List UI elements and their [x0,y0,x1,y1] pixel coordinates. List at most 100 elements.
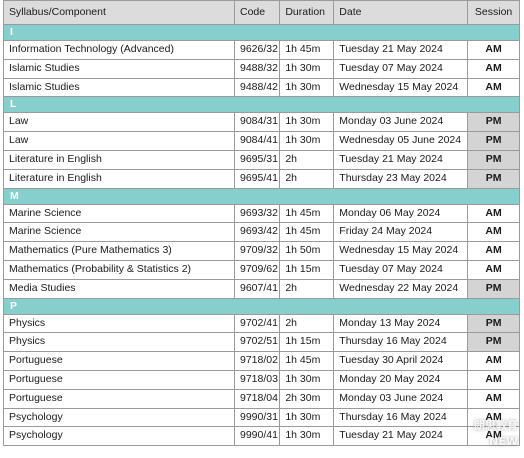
header-session: Session [467,0,520,25]
cell-code: 9718/03 [233,369,281,390]
cell-syllabus: Portuguese [3,388,235,409]
group-letter: L [3,96,520,114]
header-code: Code [233,0,281,25]
cell-duration: 1h 30m [279,112,335,133]
cell-session: PM [467,332,520,353]
table-row: Literature in English 9695/31 2h Tuesday 21… [3,149,520,170]
table-row: Physics 9702/51 1h 15m Thursday 16 May 2024… [3,332,520,353]
table-row: Mathematics (Pure Mathematics 3) 9709/32 1… [3,241,520,261]
cell-syllabus: Psychology [3,407,235,428]
cell-syllabus: Physics [3,332,235,353]
header-date: Date [333,0,469,25]
group-letter-row: L [3,96,520,114]
cell-date: Tuesday 30 April 2024 [333,351,469,371]
table-header-row: Syllabus/Component Code Duration Date Se… [3,0,520,25]
table-row: Physics 9702/41 2h Monday 13 May 2024 PM [3,313,520,334]
header-syllabus: Syllabus/Component [3,0,235,25]
cell-session: AM [467,351,520,371]
cell-date: Monday 03 June 2024 [333,388,469,409]
cell-code: 9488/32 [233,58,281,79]
cell-code: 9709/32 [233,241,281,261]
cell-session: AM [467,58,520,79]
cell-syllabus: Marine Science [3,203,235,224]
exam-timetable: Syllabus/Component Code Duration Date Se… [3,0,520,447]
cell-syllabus: Media Studies [3,278,235,299]
cell-syllabus: Mathematics (Probability & Statistics 2) [3,259,235,280]
cell-date: Monday 13 May 2024 [333,313,469,334]
cell-syllabus: Law [3,112,235,133]
cell-duration: 2h 30m [279,388,335,409]
cell-syllabus: Physics [3,313,235,334]
table-row: Law 9084/41 1h 30m Wednesday 05 June 2024 PM [3,131,520,151]
group-letter-row: I [3,24,520,41]
cell-date: Thursday 23 May 2024 [333,168,469,189]
cell-syllabus: Literature in English [3,168,235,189]
cell-duration: 1h 45m [279,40,335,60]
cell-code: 9693/32 [233,203,281,224]
cell-date: Friday 24 May 2024 [333,222,469,243]
cell-session: PM [467,149,520,170]
cell-date: Wednesday 15 May 2024 [333,241,469,261]
cell-session: PM [467,278,520,299]
cell-syllabus: Mathematics (Pure Mathematics 3) [3,241,235,261]
cell-session: PM [467,112,520,133]
cell-date: Tuesday 07 May 2024 [333,259,469,280]
cell-syllabus: Law [3,131,235,151]
table-row: Marine Science 9693/42 1h 45m Friday 24 May… [3,222,520,243]
cell-session: AM [467,407,520,428]
table-row: Portuguese 9718/02 1h 45m Tuesday 30 April … [3,351,520,371]
cell-code: 9084/41 [233,131,281,151]
header-duration: Duration [279,0,335,25]
cell-syllabus: Psychology [3,426,235,447]
group-letter-row: M [3,187,520,205]
group-letter: I [3,24,520,41]
cell-syllabus: Marine Science [3,222,235,243]
cell-duration: 2h [279,313,335,334]
cell-date: Tuesday 21 May 2024 [333,426,469,447]
cell-duration: 1h 30m [279,426,335,447]
cell-date: Monday 20 May 2024 [333,369,469,390]
cell-session: AM [467,77,520,98]
cell-session: PM [467,131,520,151]
table-row: Literature in English 9695/41 2h Thursday 2… [3,168,520,189]
cell-duration: 1h 30m [279,58,335,79]
cell-session: PM [467,168,520,189]
cell-duration: 2h [279,278,335,299]
cell-session: AM [467,426,520,447]
cell-syllabus: Portuguese [3,351,235,371]
cell-date: Tuesday 07 May 2024 [333,58,469,79]
cell-date: Wednesday 05 June 2024 [333,131,469,151]
table-row: Law 9084/31 1h 30m Monday 03 June 2024 PM [3,112,520,133]
cell-date: Tuesday 21 May 2024 [333,40,469,60]
group-letter-row: P [3,297,520,315]
table-row: Portuguese 9718/04 2h 30m Monday 03 June 20… [3,388,520,409]
cell-code: 9702/41 [233,313,281,334]
table-row: Media Studies 9607/41 2h Wednesday 22 May 2… [3,278,520,299]
cell-duration: 2h [279,149,335,170]
group-letter: M [3,187,520,205]
cell-date: Monday 03 June 2024 [333,112,469,133]
cell-code: 9607/41 [233,278,281,299]
cell-syllabus: Islamic Studies [3,77,235,98]
cell-date: Tuesday 21 May 2024 [333,149,469,170]
cell-code: 9695/41 [233,168,281,189]
cell-code: 9990/31 [233,407,281,428]
cell-date: Thursday 16 May 2024 [333,407,469,428]
cell-syllabus: Portuguese [3,369,235,390]
table-row: Marine Science 9693/32 1h 45m Monday 06 May… [3,203,520,224]
group-letter: P [3,297,520,315]
table-row: Information Technology (Advanced) 9626/32… [3,40,520,60]
cell-session: AM [467,40,520,60]
table-row: Psychology 9990/41 1h 30m Tuesday 21 May 20… [3,426,520,447]
cell-date: Thursday 16 May 2024 [333,332,469,353]
cell-code: 9695/31 [233,149,281,170]
cell-duration: 1h 45m [279,222,335,243]
cell-syllabus: Literature in English [3,149,235,170]
cell-session: AM [467,388,520,409]
timetable-container: Syllabus/Component Code Duration Date Se… [3,0,520,447]
table-row: Mathematics (Probability & Statistics 2)… [3,259,520,280]
table-row: Portuguese 9718/03 1h 30m Monday 20 May 202… [3,369,520,390]
cell-date: Monday 06 May 2024 [333,203,469,224]
cell-duration: 1h 45m [279,203,335,224]
cell-duration: 1h 50m [279,241,335,261]
